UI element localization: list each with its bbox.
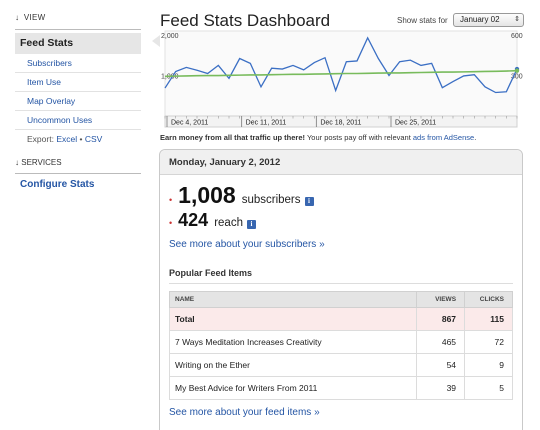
column-header-name[interactable]: NAME bbox=[168, 291, 418, 308]
column-header-views[interactable]: VIEWS bbox=[416, 291, 466, 308]
reach-label: reach bbox=[214, 217, 243, 229]
sidebar-item-map-overlay[interactable]: Map Overlay bbox=[15, 92, 141, 111]
column-header-clicks[interactable]: CLICKS bbox=[464, 291, 513, 308]
table-header-row: NAME VIEWS CLICKS bbox=[168, 291, 513, 308]
cell-views: 54 bbox=[416, 353, 466, 377]
adsense-promo-headline: Earn money from all that traffic up ther… bbox=[160, 133, 306, 142]
sidebar-item-item-use[interactable]: Item Use bbox=[15, 73, 141, 92]
cell-clicks: 5 bbox=[464, 376, 513, 400]
cell-clicks: 9 bbox=[464, 353, 513, 377]
x-tick-label: Dec 4, 2011 bbox=[171, 120, 208, 127]
subscribers-stat: • 1,008 subscribers i bbox=[169, 182, 314, 209]
configure-stats-link[interactable]: Configure Stats bbox=[20, 179, 95, 190]
cell-clicks: 72 bbox=[464, 330, 513, 354]
popular-items-table: NAME VIEWS CLICKS Total 867 115 7 Ways M… bbox=[168, 291, 513, 400]
divider bbox=[169, 283, 513, 284]
stats-panel: Monday, January 2, 2012 • 1,008 subscrib… bbox=[159, 149, 523, 430]
x-tick-label: Dec 18, 2011 bbox=[320, 120, 361, 127]
date-select-value: January 02 bbox=[460, 15, 500, 24]
x-tick-label: Dec 11, 2011 bbox=[246, 120, 287, 127]
cell-views: 465 bbox=[416, 330, 466, 354]
services-section-heading: ↓ SERVICES bbox=[15, 158, 141, 174]
cell-views: 867 bbox=[416, 307, 466, 331]
export-row: Export: Excel • CSV bbox=[15, 130, 141, 149]
cell-name[interactable]: Writing on the Ether bbox=[168, 353, 418, 377]
right-tick-label: 300 bbox=[511, 74, 523, 81]
page-title: Feed Stats Dashboard bbox=[160, 11, 331, 30]
info-icon[interactable]: i bbox=[304, 197, 314, 206]
cell-name[interactable]: My Best Advice for Writers From 2011 bbox=[168, 376, 418, 400]
export-separator: • bbox=[79, 134, 83, 144]
sidebar: ↓ VIEW Feed Stats Subscribers Item Use M… bbox=[15, 0, 141, 190]
see-subscribers-link[interactable]: See more about your subscribers » bbox=[169, 239, 325, 250]
sidebar-item-feed-stats[interactable]: Feed Stats bbox=[15, 33, 141, 54]
view-heading-label: VIEW bbox=[23, 13, 46, 22]
view-section-heading: ↓ VIEW bbox=[15, 0, 141, 30]
table-row[interactable]: My Best Advice for Writers From 2011 39 … bbox=[168, 376, 513, 400]
adsense-promo-text: Your posts pay off with relevant bbox=[305, 133, 413, 142]
bullet-icon: • bbox=[169, 195, 173, 205]
panel-date-heading: Monday, January 2, 2012 bbox=[160, 150, 522, 175]
adsense-promo-end: . bbox=[474, 133, 477, 142]
show-stats-label: Show stats for bbox=[397, 16, 448, 25]
adsense-link[interactable]: ads from AdSense bbox=[412, 133, 475, 142]
reach-stat: • 424 reach i bbox=[169, 210, 256, 231]
table-row-total: Total 867 115 bbox=[168, 307, 513, 331]
down-arrow-icon: ↓ bbox=[15, 158, 19, 167]
series-end-point bbox=[514, 68, 520, 73]
export-csv-link[interactable]: CSV bbox=[84, 134, 103, 144]
bullet-icon: • bbox=[169, 218, 173, 228]
x-axis-band bbox=[164, 115, 518, 128]
adsense-promo: Earn money from all that traffic up ther… bbox=[160, 133, 476, 142]
chart-pointer bbox=[152, 35, 160, 47]
subscribers-label: subscribers bbox=[241, 194, 301, 206]
series-line bbox=[164, 36, 518, 94]
export-excel-link[interactable]: Excel bbox=[56, 134, 78, 144]
reach-count: 424 bbox=[178, 210, 209, 230]
info-icon[interactable]: i bbox=[246, 220, 256, 229]
sidebar-item-uncommon-uses[interactable]: Uncommon Uses bbox=[15, 111, 141, 130]
table-row[interactable]: 7 Ways Meditation Increases Creativity 4… bbox=[168, 330, 513, 354]
right-tick-label: 600 bbox=[511, 33, 523, 40]
cell-clicks: 115 bbox=[464, 307, 513, 331]
down-arrow-icon: ↓ bbox=[15, 13, 20, 22]
sidebar-item-subscribers[interactable]: Subscribers bbox=[15, 54, 141, 73]
cell-name[interactable]: 7 Ways Meditation Increases Creativity bbox=[168, 330, 418, 354]
cell-name: Total bbox=[168, 307, 418, 331]
x-tick-label: Dec 25, 2011 bbox=[395, 120, 436, 127]
export-label: Export: bbox=[27, 134, 54, 144]
services-heading-label: SERVICES bbox=[21, 158, 62, 167]
date-select[interactable]: January 02 ⇕ bbox=[453, 13, 524, 27]
series-line bbox=[164, 69, 518, 78]
table-row[interactable]: Writing on the Ether 54 9 bbox=[168, 353, 513, 377]
cell-views: 39 bbox=[416, 376, 466, 400]
subscribers-count: 1,008 bbox=[178, 182, 236, 208]
chevron-updown-icon: ⇕ bbox=[514, 16, 520, 23]
popular-items-heading: Popular Feed Items bbox=[169, 268, 253, 278]
see-feed-items-link[interactable]: See more about your feed items » bbox=[169, 407, 320, 418]
left-tick-label: 2,000 bbox=[161, 33, 179, 40]
